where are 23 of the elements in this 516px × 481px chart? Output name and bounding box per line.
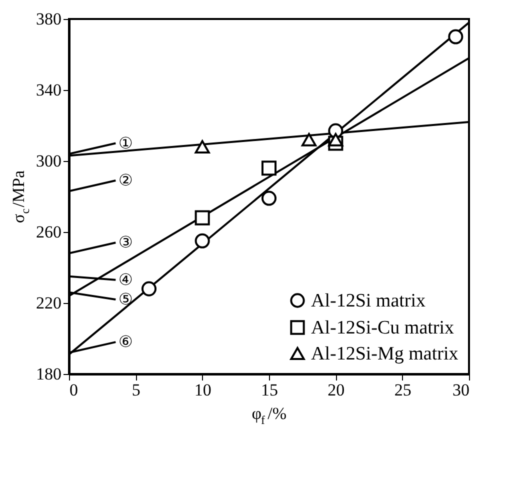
y-tick-label: 300 xyxy=(36,152,62,170)
x-tick-label: 0 xyxy=(70,380,78,400)
legend-label: Al-12Si matrix xyxy=(311,290,426,312)
y-tick-label: 180 xyxy=(36,364,62,384)
y-tick-label: 260 xyxy=(36,222,62,242)
legend-label: Al-12Si-Cu matrix xyxy=(311,318,455,338)
y-tick-label: 340 xyxy=(36,80,62,100)
x-tick-label: 20 xyxy=(328,380,345,400)
y-axis-title: σc/MPa xyxy=(9,170,32,224)
series-label: ④ xyxy=(118,270,133,289)
series-label: ② xyxy=(118,170,133,190)
y-tick-label: 220 xyxy=(36,294,62,312)
series-label: ⑥ xyxy=(118,332,133,352)
series-label: ① xyxy=(118,133,133,152)
x-tick-label: 25 xyxy=(394,380,412,400)
series-label: ⑤ xyxy=(118,289,133,308)
x-tick-label: 15 xyxy=(261,380,278,400)
x-tick-label: 30 xyxy=(452,380,470,400)
y-tick-label: 380 xyxy=(36,10,62,28)
legend-label: Al-12Si-Mg matrix xyxy=(311,344,459,364)
x-tick-label: 10 xyxy=(194,380,212,400)
series-label: ③ xyxy=(118,232,133,252)
x-tick-label: 5 xyxy=(132,380,140,400)
